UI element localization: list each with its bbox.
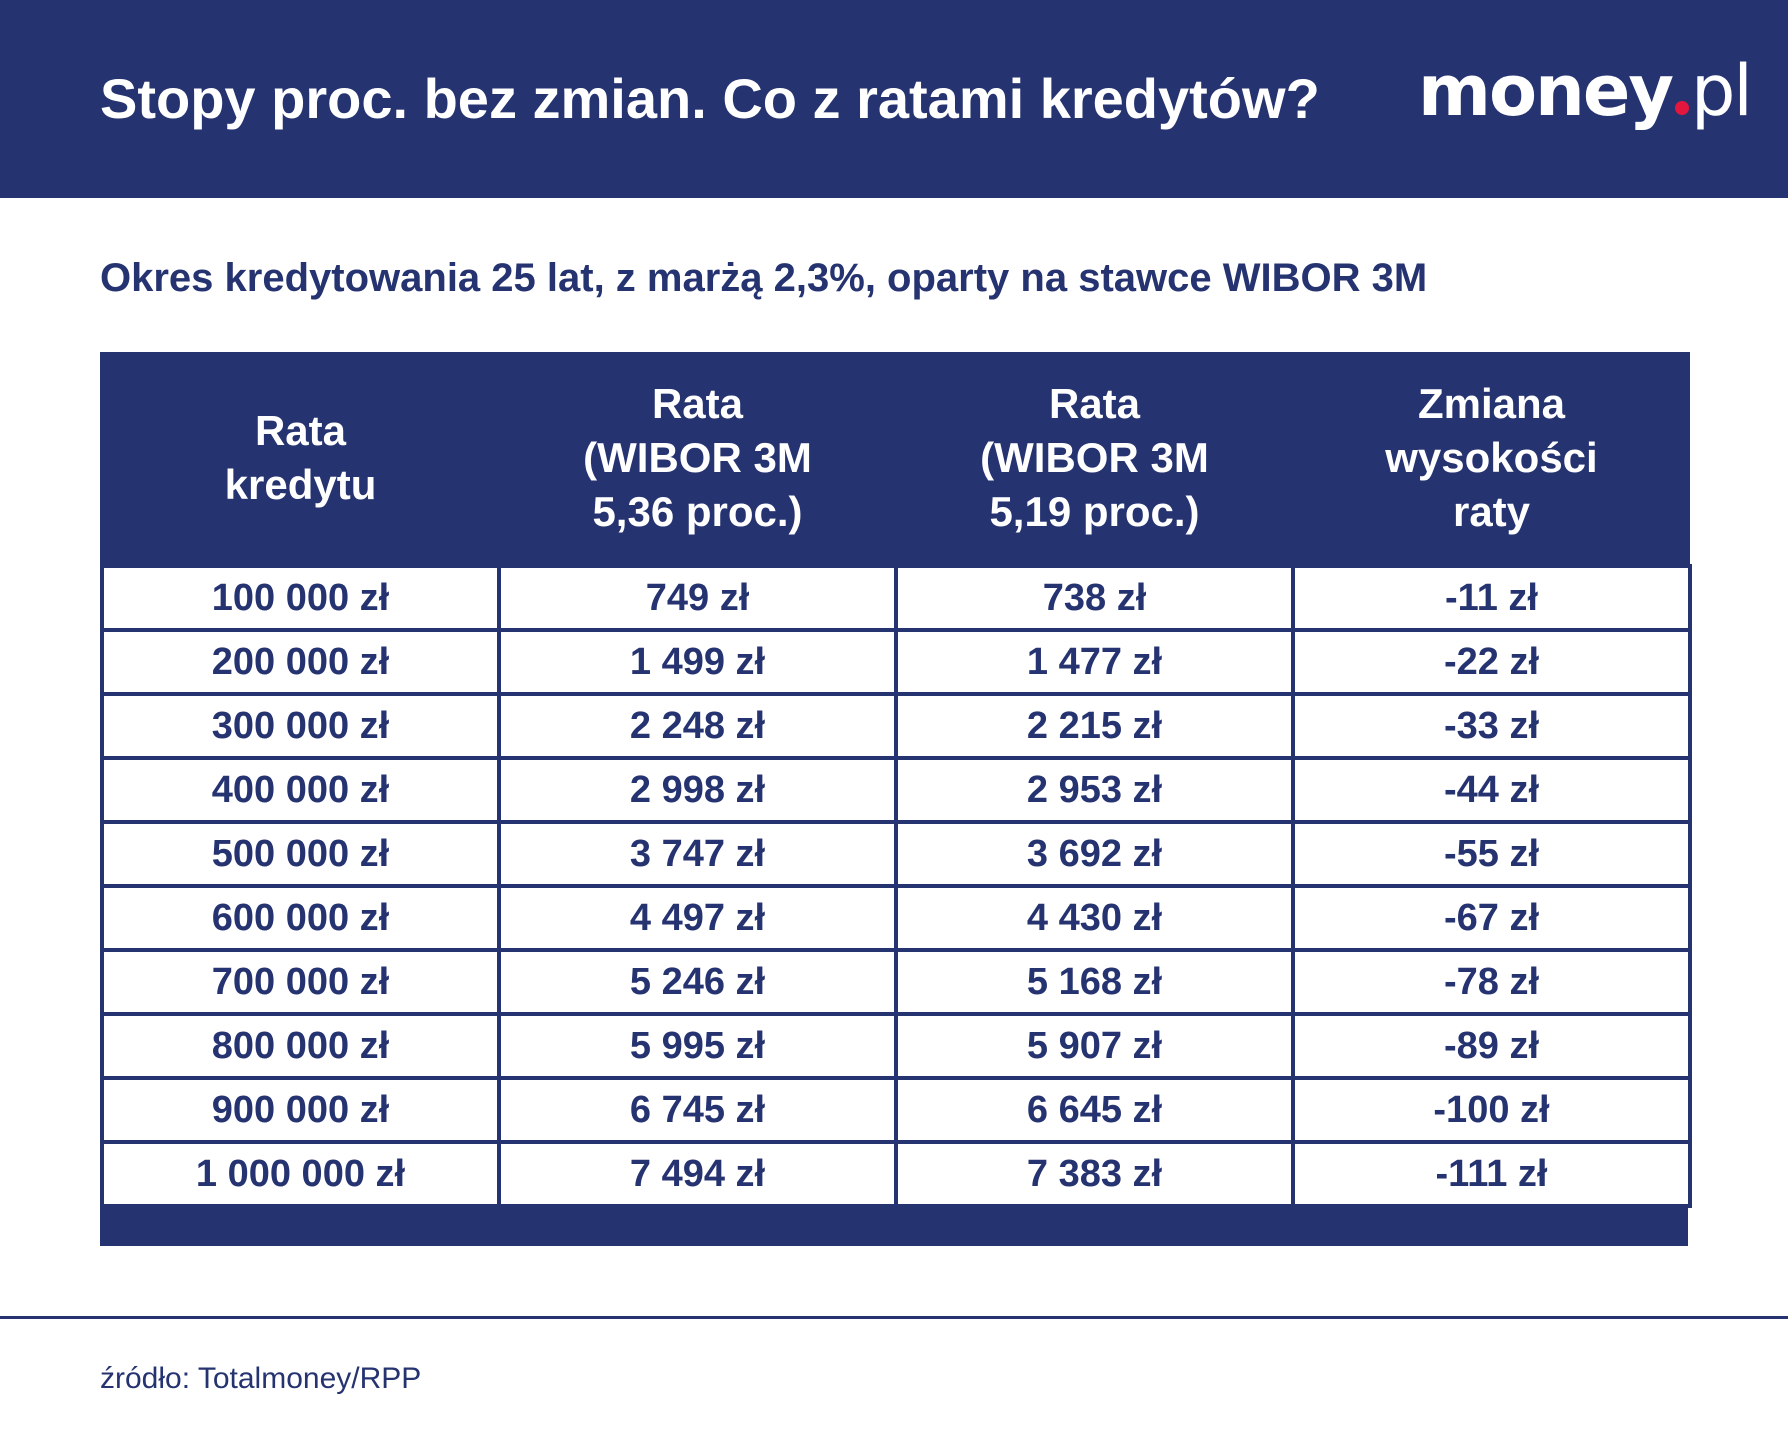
- cell-loan-amount: 500 000 zł: [100, 820, 501, 888]
- cell-rate-new: 2 215 zł: [894, 692, 1295, 760]
- header-loan-amount: Rata kredytu: [102, 352, 499, 566]
- header-line: 5,36 proc.): [592, 488, 803, 535]
- cell-rate-new: 738 zł: [894, 564, 1295, 632]
- cell-loan-amount: 900 000 zł: [100, 1076, 501, 1144]
- cell-rate-new: 2 953 zł: [894, 756, 1295, 824]
- table-row: 200 000 zł 1 499 zł 1 477 zł -22 zł: [100, 628, 1692, 696]
- cell-rate-old: 6 745 zł: [497, 1076, 898, 1144]
- loan-table: Rata kredytu Rata (WIBOR 3M 5,36 proc.) …: [100, 352, 1692, 1208]
- header-line: wysokości: [1385, 434, 1598, 481]
- source-note: źródło: Totalmoney/RPP: [100, 1362, 422, 1395]
- table-row: 700 000 zł 5 246 zł 5 168 zł -78 zł: [100, 948, 1692, 1016]
- cell-rate-change: -100 zł: [1291, 1076, 1692, 1144]
- header-line: Zmiana: [1417, 380, 1566, 427]
- cell-rate-new: 4 430 zł: [894, 884, 1295, 952]
- header-line: Rata: [1048, 380, 1141, 427]
- header-line: Rata: [254, 407, 347, 454]
- header-line: 5,19 proc.): [989, 488, 1200, 535]
- header-rate-change: Zmiana wysokości raty: [1293, 352, 1690, 566]
- header-line: (WIBOR 3M: [980, 434, 1209, 481]
- cell-rate-change: -44 zł: [1291, 756, 1692, 824]
- cell-rate-change: -55 zł: [1291, 820, 1692, 888]
- logo-text-main: money: [1418, 50, 1674, 132]
- cell-rate-old: 4 497 zł: [497, 884, 898, 952]
- loan-table-container: Rata kredytu Rata (WIBOR 3M 5,36 proc.) …: [100, 352, 1692, 1246]
- table-row: 400 000 zł 2 998 zł 2 953 zł -44 zł: [100, 756, 1692, 824]
- table-row: 500 000 zł 3 747 zł 3 692 zł -55 zł: [100, 820, 1692, 888]
- cell-rate-old: 3 747 zł: [497, 820, 898, 888]
- table-header-row: Rata kredytu Rata (WIBOR 3M 5,36 proc.) …: [102, 352, 1690, 566]
- logo-text-suffix: pl: [1690, 50, 1753, 132]
- cell-loan-amount: 700 000 zł: [100, 948, 501, 1016]
- table-row: 100 000 zł 749 zł 738 zł -11 zł: [100, 564, 1692, 632]
- cell-rate-old: 749 zł: [497, 564, 898, 632]
- subtitle: Okres kredytowania 25 lat, z marżą 2,3%,…: [100, 256, 1428, 300]
- footer-divider: [0, 1316, 1788, 1319]
- cell-rate-change: -78 zł: [1291, 948, 1692, 1016]
- table-row: 1 000 000 zł 7 494 zł 7 383 zł -111 zł: [100, 1140, 1692, 1208]
- cell-rate-new: 7 383 zł: [894, 1140, 1295, 1208]
- header-rate-old: Rata (WIBOR 3M 5,36 proc.): [499, 352, 896, 566]
- header-banner: Stopy proc. bez zmian. Co z ratami kredy…: [0, 0, 1788, 198]
- cell-rate-new: 5 168 zł: [894, 948, 1295, 1016]
- cell-loan-amount: 200 000 zł: [100, 628, 501, 696]
- cell-rate-new: 6 645 zł: [894, 1076, 1295, 1144]
- cell-rate-old: 2 998 zł: [497, 756, 898, 824]
- cell-loan-amount: 600 000 zł: [100, 884, 501, 952]
- cell-rate-old: 1 499 zł: [497, 628, 898, 696]
- cell-loan-amount: 1 000 000 zł: [100, 1140, 501, 1208]
- cell-rate-new: 3 692 zł: [894, 820, 1295, 888]
- cell-loan-amount: 800 000 zł: [100, 1012, 501, 1080]
- cell-rate-old: 5 246 zł: [497, 948, 898, 1016]
- cell-rate-change: -11 zł: [1291, 564, 1692, 632]
- header-line: Rata: [651, 380, 744, 427]
- header-line: kredytu: [224, 461, 377, 508]
- logo-dot: [1674, 101, 1689, 115]
- cell-rate-old: 2 248 zł: [497, 692, 898, 760]
- cell-rate-change: -67 zł: [1291, 884, 1692, 952]
- cell-rate-change: -111 zł: [1291, 1140, 1692, 1208]
- table-row: 600 000 zł 4 497 zł 4 430 zł -67 zł: [100, 884, 1692, 952]
- cell-rate-old: 7 494 zł: [497, 1140, 898, 1208]
- money-pl-logo: money pl: [1418, 50, 1753, 150]
- cell-loan-amount: 400 000 zł: [100, 756, 501, 824]
- cell-loan-amount: 300 000 zł: [100, 692, 501, 760]
- cell-rate-change: -89 zł: [1291, 1012, 1692, 1080]
- table-row: 800 000 zł 5 995 zł 5 907 zł -89 zł: [100, 1012, 1692, 1080]
- cell-rate-old: 5 995 zł: [497, 1012, 898, 1080]
- table-row: 900 000 zł 6 745 zł 6 645 zł -100 zł: [100, 1076, 1692, 1144]
- page-title: Stopy proc. bez zmian. Co z ratami kredy…: [100, 67, 1320, 130]
- cell-rate-change: -22 zł: [1291, 628, 1692, 696]
- table-row: 300 000 zł 2 248 zł 2 215 zł -33 zł: [100, 692, 1692, 760]
- cell-rate-change: -33 zł: [1291, 692, 1692, 760]
- header-rate-new: Rata (WIBOR 3M 5,19 proc.): [896, 352, 1293, 566]
- cell-loan-amount: 100 000 zł: [100, 564, 501, 632]
- header-line: raty: [1452, 488, 1531, 535]
- cell-rate-new: 1 477 zł: [894, 628, 1295, 696]
- cell-rate-new: 5 907 zł: [894, 1012, 1295, 1080]
- header-line: (WIBOR 3M: [583, 434, 812, 481]
